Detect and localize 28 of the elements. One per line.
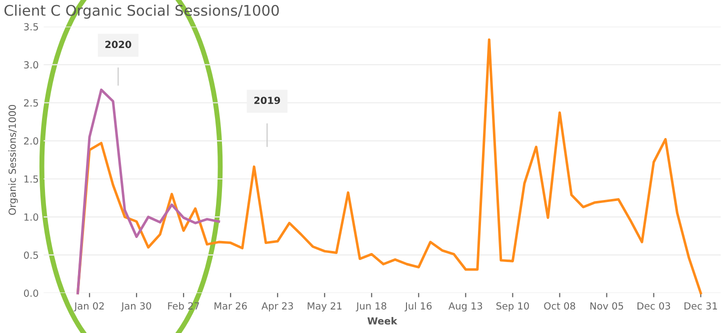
x-axis-title: Week (367, 317, 398, 325)
x-tick-label: Mar 26 (214, 302, 247, 310)
x-tick-label: Nov 05 (590, 302, 624, 310)
y-axis-title: Organic Sessions/1000 (8, 104, 18, 215)
x-tick-label: Aug 13 (448, 302, 482, 312)
y-tick-label: 2.0 (24, 137, 38, 145)
x-tick-label: Sep 10 (496, 302, 529, 312)
x-tick-label: Jan 30 (120, 302, 152, 312)
x-tick-label: Jun 18 (356, 302, 386, 312)
x-tick-label: Apr 23 (262, 302, 293, 312)
y-tick-label: 2.5 (24, 99, 38, 107)
y-tick-label: 0.0 (24, 290, 38, 297)
annotation: 2020 (105, 40, 132, 48)
x-tick-label: Jul 16 (404, 302, 432, 312)
line-series (76, 38, 702, 294)
y-tick-label: 1.0 (24, 213, 38, 221)
x-tick-label: Dec 31 (684, 302, 717, 310)
y-tick-label: 0.5 (24, 251, 38, 259)
x-tick-label: May 21 (308, 302, 342, 312)
annotation: 2019 (254, 96, 280, 104)
y-tick-label: 3.5 (24, 23, 38, 30)
y-tick-label: 3.0 (24, 61, 38, 69)
x-tick-label: Dec 03 (638, 302, 670, 310)
x-tick-label: Feb 27 (168, 302, 200, 310)
x-tick-label: Oct 08 (544, 302, 576, 310)
y-tick-label: 1.5 (24, 175, 38, 183)
line-series (76, 88, 220, 294)
x-tick-label: Jan 02 (74, 302, 104, 312)
